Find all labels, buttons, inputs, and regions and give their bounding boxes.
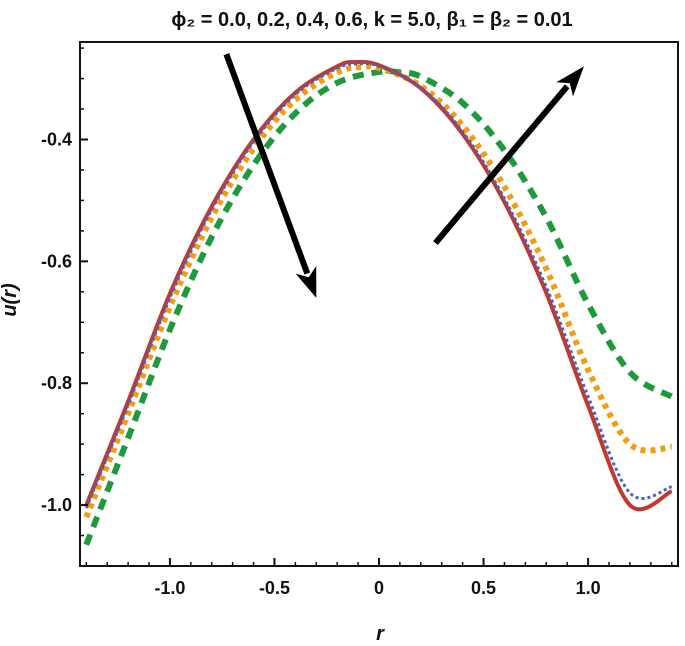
y-tick-label: -1.0: [41, 495, 72, 515]
x-axis: -1.0 -0.5 0 0.5 1.0: [85, 558, 673, 598]
y-tick-label: -0.4: [41, 129, 72, 149]
series-line-4: [83, 68, 674, 546]
y-tick-label: -0.8: [41, 373, 72, 393]
series-line-3: [83, 63, 672, 519]
x-tick-label: 0.5: [471, 578, 496, 598]
x-tick-label: 0: [374, 578, 384, 598]
series-line-2: [84, 62, 673, 509]
annotation-arrow-2: [433, 66, 584, 245]
plot-frame: [79, 41, 679, 567]
y-axis-label: u(r): [0, 283, 21, 317]
x-axis-label: r: [376, 623, 385, 645]
annotation-arrow-1: [223, 53, 317, 298]
x-tick-label: 1.0: [576, 578, 601, 598]
y-tick-label: -0.6: [41, 251, 72, 271]
series-line-1: [84, 59, 673, 512]
y-axis: -1.0 -0.8 -0.6 -0.4: [41, 47, 88, 537]
chart-title: ϕ₂ = 0.0, 0.2, 0.4, 0.6, k = 5.0, β₁ = β…: [171, 9, 572, 31]
x-tick-label: -0.5: [259, 578, 290, 598]
series-layer: [83, 59, 674, 546]
x-tick-label: -1.0: [154, 578, 185, 598]
arrow-layer: [223, 53, 584, 298]
